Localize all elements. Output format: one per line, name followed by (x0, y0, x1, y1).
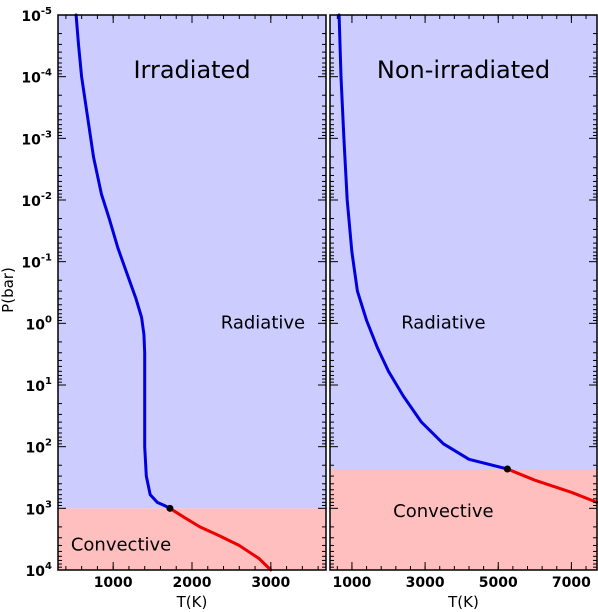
x-tick-label: 3000 (251, 575, 290, 591)
panel-title: Non-irradiated (377, 56, 550, 84)
y-tick-label: 10-5 (21, 6, 52, 25)
region-label-convective: Convective (393, 501, 493, 522)
x-tick-label: 7000 (552, 575, 591, 591)
region-label-radiative: Radiative (401, 312, 485, 333)
x-axis-title: T(K) (176, 593, 208, 611)
region-radiative (58, 15, 326, 509)
y-tick-label: 104 (26, 561, 52, 580)
panel-non-irradiated: Radiative Convective Non-irradiated 1000 300… (329, 13, 598, 611)
y-tick-label: 100 (26, 314, 52, 333)
y-tick-label: 10-2 (21, 191, 52, 210)
y-tick-label: 103 (26, 499, 52, 518)
panel-irradiated: Radiative Convective Irradiated 1000 2000 300… (21, 6, 327, 611)
series-convective-line (505, 467, 598, 504)
y-tick-label: 10-3 (21, 129, 52, 148)
x-tick-label: 5000 (479, 575, 518, 591)
series-convective-line (168, 506, 273, 572)
region-radiative (330, 15, 597, 469)
plot-frame (329, 14, 598, 571)
radiative-convective-boundary-point (166, 504, 174, 512)
series-radiative-line (337, 13, 509, 471)
x-tick-label: 3000 (406, 575, 445, 591)
x-tick-label: 2000 (173, 575, 212, 591)
region-convective (58, 508, 326, 570)
y-tick-label: 10-4 (21, 68, 52, 87)
x-tick-label: 1000 (332, 575, 371, 591)
y-tick-label: 101 (26, 376, 52, 395)
y-axis-title: P(bar) (0, 267, 17, 313)
region-label-convective: Convective (71, 534, 171, 555)
x-tick-label: 1000 (94, 575, 133, 591)
series-radiative-line (74, 13, 172, 510)
y-tick-label: 102 (26, 438, 52, 457)
x-axis-title: T(K) (447, 593, 479, 611)
y-tick-label: 10-1 (21, 253, 52, 272)
region-label-radiative: Radiative (221, 312, 305, 333)
panel-title: Irradiated (133, 56, 250, 84)
radiative-convective-boundary-point (503, 465, 511, 473)
